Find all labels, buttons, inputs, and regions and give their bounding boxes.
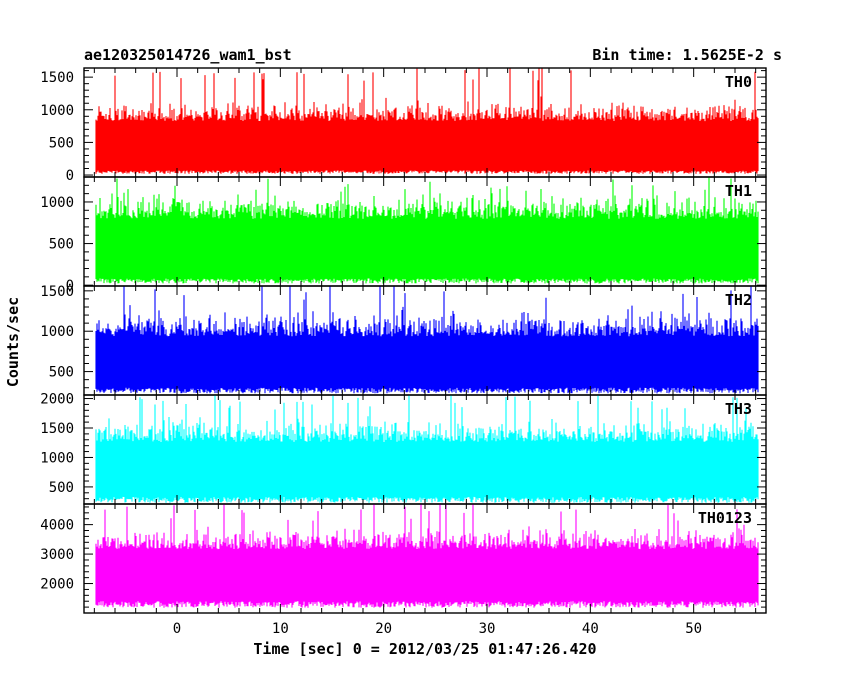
y-tick-label: 1500 (40, 70, 74, 86)
x-tick-label: 10 (272, 621, 289, 637)
y-tick-label: 1000 (40, 103, 74, 119)
panel-th1: 0 500 1000 TH1 (40, 176, 767, 294)
y-tick-label: 1000 (40, 450, 74, 466)
x-tick-label: 40 (582, 621, 599, 637)
x-tick-label: 50 (685, 621, 702, 637)
y-axis-label: Counts/sec (4, 297, 22, 387)
series-th0123 (95, 504, 759, 608)
y-tick-label: 500 (49, 135, 74, 151)
y-tick-label: 1500 (40, 421, 74, 437)
panel-th0: 0 500 1000 1500 TH0 (40, 67, 767, 184)
panel-label: TH1 (725, 182, 752, 200)
y-tick-label: 0 (66, 278, 74, 294)
x-tick-label: 20 (375, 621, 392, 637)
panel-label: TH3 (725, 400, 752, 418)
y-tick-label: 500 (49, 365, 74, 381)
y-tick-label: 1000 (40, 195, 74, 211)
y-tick-label: 2000 (40, 392, 74, 408)
series-th1 (95, 177, 759, 284)
panel-label: TH0123 (698, 509, 752, 527)
y-tick-label: 3000 (40, 547, 74, 563)
bin-time-label: Bin time: 1.5625E-2 s (592, 46, 782, 64)
panel-th0123: 2000 3000 4000 TH0123 (40, 503, 767, 614)
x-axis-label: Time [sec] 0 = 2012/03/25 01:47:26.420 (253, 640, 596, 658)
y-tick-label: 4000 (40, 518, 74, 534)
x-tick-label: 0 (173, 621, 181, 637)
series-th2 (95, 286, 759, 394)
series-th3 (95, 395, 759, 503)
series-th0 (95, 68, 759, 174)
x-tick-label: 30 (479, 621, 496, 637)
y-tick-label: 0 (66, 168, 74, 184)
panel-th3: 500 1000 1500 2000 TH3 (40, 392, 767, 505)
y-tick-label: 500 (49, 237, 74, 253)
panel-label: TH2 (725, 291, 752, 309)
y-tick-label: 500 (49, 480, 74, 496)
panel-label: TH0 (725, 73, 752, 91)
y-tick-label: 2000 (40, 577, 74, 593)
figure-title: ae120325014726_wam1_bst (84, 46, 292, 64)
y-tick-label: 1000 (40, 324, 74, 340)
panel-th2: 500 1000 1500 TH2 (40, 284, 767, 396)
y-tick-label: 1500 (40, 284, 74, 300)
